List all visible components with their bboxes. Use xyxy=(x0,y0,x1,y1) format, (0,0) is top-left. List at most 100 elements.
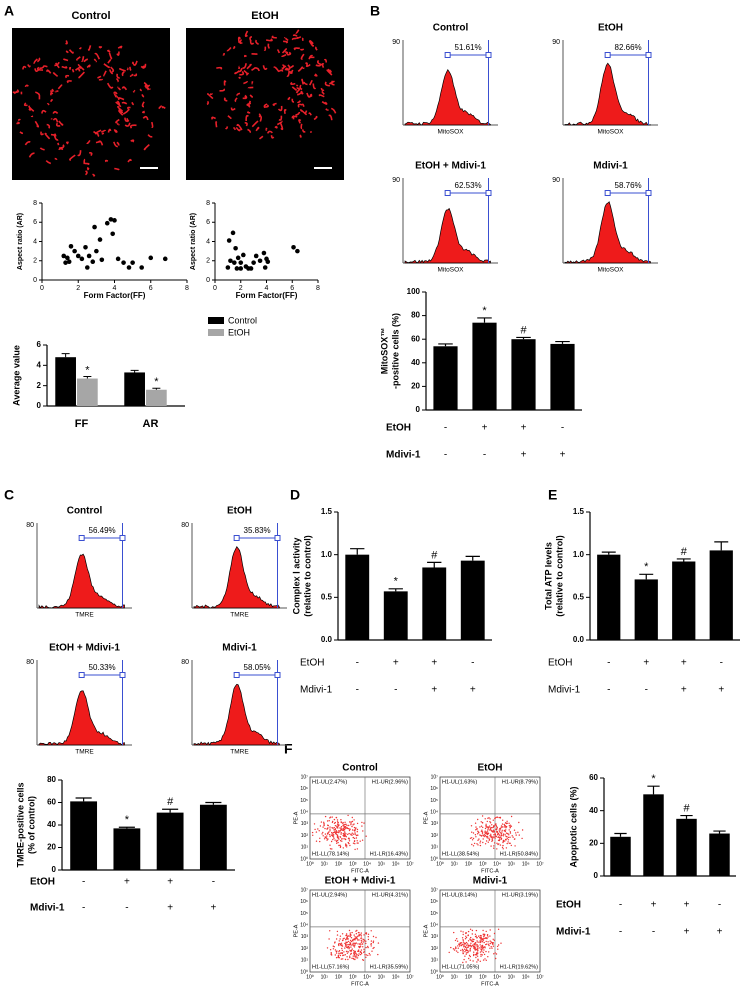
event-dot xyxy=(459,942,461,945)
event-dot xyxy=(477,839,479,841)
event-dot xyxy=(501,826,504,828)
dot-x-tick: 10⁴ xyxy=(363,861,371,867)
event-dot xyxy=(323,822,325,825)
event-dot xyxy=(477,952,479,955)
event-dot xyxy=(322,835,324,837)
point xyxy=(225,265,231,270)
event-dot xyxy=(368,952,370,955)
event-dot xyxy=(506,820,508,822)
condition-sign: + xyxy=(718,685,724,696)
y-tick-label: 100 xyxy=(407,287,421,296)
hist-ymax: 80 xyxy=(181,659,189,666)
event-dot xyxy=(314,828,316,831)
dot-x-tick: 10² xyxy=(335,861,343,867)
event-dot xyxy=(370,943,372,945)
hist-xlabel: TMRE xyxy=(75,612,94,619)
dot-y-tick: 10⁴ xyxy=(300,809,308,815)
event-dot xyxy=(492,819,494,821)
event-dot xyxy=(354,829,356,831)
condition-sign: - xyxy=(82,877,85,888)
gate-handle xyxy=(444,190,451,196)
event-dot xyxy=(338,831,340,834)
point xyxy=(295,248,300,254)
event-dot xyxy=(329,844,331,846)
plot-frame xyxy=(309,889,411,973)
condition-sign: + xyxy=(124,877,130,888)
dot-y-tick: 10⁵ xyxy=(430,911,438,917)
dot-x-tick: 10² xyxy=(465,974,473,980)
y-tick-label: 40 xyxy=(47,820,56,829)
event-dot xyxy=(493,834,495,836)
image-title: EtOH xyxy=(251,10,279,22)
event-dot xyxy=(335,840,338,843)
event-dot xyxy=(373,946,375,949)
event-dot xyxy=(514,838,516,840)
event-dot xyxy=(490,835,492,838)
y-tick-label: 2 xyxy=(206,258,210,265)
event-dot xyxy=(476,828,478,830)
event-dot xyxy=(329,835,331,838)
event-dot xyxy=(361,821,363,824)
point xyxy=(234,266,240,271)
event-dot xyxy=(329,930,331,932)
dot-y-tick: 10⁷ xyxy=(301,887,309,893)
event-dot xyxy=(354,848,356,851)
event-dot xyxy=(502,839,505,842)
event-dot xyxy=(367,936,369,938)
dot-x-tick: 10⁶ xyxy=(392,861,400,867)
event-dot xyxy=(498,838,501,840)
gate-handle xyxy=(485,190,492,196)
event-dot xyxy=(344,821,346,823)
event-dot xyxy=(315,831,318,833)
point xyxy=(235,255,241,261)
event-dot xyxy=(324,836,326,838)
y-tick-label: 1.0 xyxy=(321,550,333,559)
event-dot xyxy=(324,815,327,818)
event-dot xyxy=(472,837,475,840)
event-dot xyxy=(347,814,349,817)
y-tick-label: 8 xyxy=(33,200,37,207)
event-dot xyxy=(329,828,331,830)
point xyxy=(115,256,121,262)
event-dot xyxy=(363,948,365,950)
event-dot xyxy=(340,826,343,828)
event-dot xyxy=(455,950,458,952)
event-dot xyxy=(500,942,502,944)
event-dot xyxy=(333,818,336,821)
event-dot xyxy=(497,944,500,946)
event-dot xyxy=(353,840,356,842)
event-dot xyxy=(493,831,495,833)
event-dot xyxy=(334,941,336,943)
point xyxy=(86,253,92,259)
dot-x-tick: 10² xyxy=(465,861,473,867)
event-dot xyxy=(362,959,364,961)
point xyxy=(68,244,74,249)
event-dot xyxy=(494,952,496,954)
event-dot xyxy=(491,947,493,949)
event-dot xyxy=(345,944,348,946)
dot-y-tick: 10² xyxy=(301,833,309,839)
event-dot xyxy=(505,839,507,841)
event-dot xyxy=(460,944,462,946)
event-dot xyxy=(358,953,360,955)
event-dot xyxy=(340,942,343,944)
event-dot xyxy=(479,936,481,938)
event-dot xyxy=(502,848,504,850)
event-dot xyxy=(338,944,340,947)
panel-label: E xyxy=(548,487,557,503)
event-dot xyxy=(486,836,489,838)
event-dot xyxy=(342,821,344,824)
event-dot xyxy=(461,942,463,944)
event-dot xyxy=(482,951,484,954)
event-dot xyxy=(344,838,347,841)
event-dot xyxy=(457,947,459,949)
event-dot xyxy=(479,941,481,944)
event-dot xyxy=(319,840,321,843)
event-dot xyxy=(331,833,333,835)
event-dot xyxy=(479,844,482,847)
event-dot xyxy=(473,943,475,945)
event-dot xyxy=(317,828,319,830)
event-dot xyxy=(349,956,351,959)
condition-sign: - xyxy=(471,658,474,669)
event-dot xyxy=(336,823,339,825)
